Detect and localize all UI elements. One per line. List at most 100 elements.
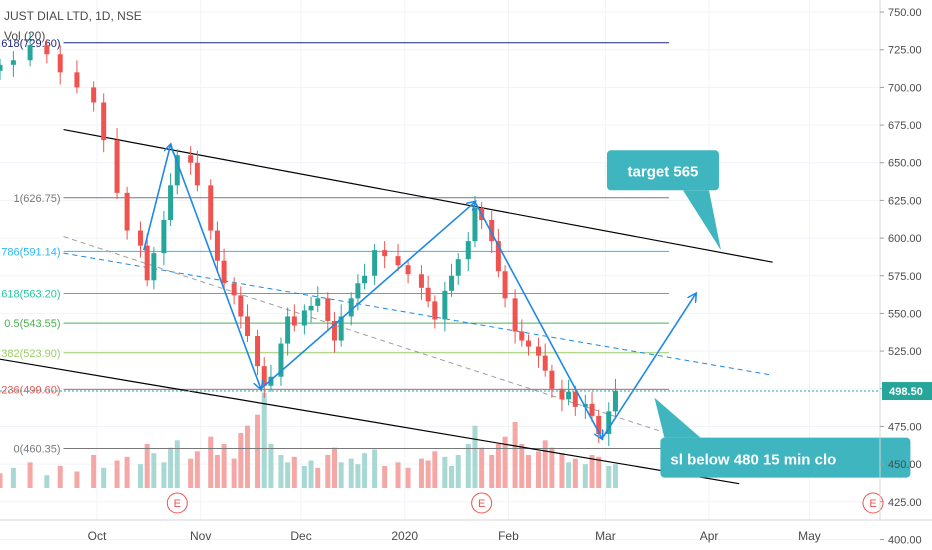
- price-tick-label: 650.00: [888, 158, 922, 170]
- candle-body: [331, 320, 337, 341]
- volume-bar: [188, 458, 194, 488]
- candle-body: [255, 336, 261, 367]
- volume-bar: [549, 447, 555, 488]
- price-tick-label: 750.00: [888, 7, 922, 19]
- candle-body: [596, 415, 602, 434]
- volume-bar: [308, 460, 314, 488]
- fib-label: 0.786(591.14): [0, 246, 61, 258]
- volume-bar: [502, 436, 508, 488]
- time-axis-ticks: Oct Nov Dec 2020 Feb Mar Apr May: [88, 529, 821, 543]
- price-tick-label: 725.00: [888, 45, 922, 57]
- candle-body: [465, 241, 471, 260]
- candle-body: [174, 155, 180, 186]
- price-tick-label: 700.00: [888, 82, 922, 94]
- earnings-marker-label: E: [478, 498, 485, 510]
- drawing-layer: [0, 128, 773, 485]
- candle-body: [0, 64, 3, 71]
- volume-bar: [559, 453, 565, 488]
- price-tick-label: 525.00: [888, 346, 922, 358]
- trend-segment: [260, 202, 475, 390]
- candle-body: [542, 355, 548, 371]
- volume-bar: [27, 462, 33, 488]
- last-price-value: 498.50: [889, 386, 923, 398]
- volume-bar: [455, 455, 461, 488]
- price-tick-label: 675.00: [888, 120, 922, 132]
- time-axis[interactable]: Oct Nov Dec 2020 Feb Mar Apr May: [0, 519, 932, 543]
- candle-body: [612, 391, 618, 412]
- candle-body: [168, 185, 174, 220]
- candle-body: [512, 298, 518, 332]
- target-callout-box: [606, 150, 719, 191]
- candle-body: [124, 192, 130, 231]
- volume-bar: [542, 440, 548, 488]
- volume-bar: [301, 466, 307, 488]
- price-tick-label: 600.00: [888, 233, 922, 245]
- channel-line: [0, 358, 740, 485]
- volume-bar: [221, 444, 227, 488]
- volume-bar: [315, 467, 321, 488]
- volume-bar: [0, 473, 3, 488]
- volume-bar: [405, 467, 411, 488]
- candle-body: [221, 260, 227, 284]
- volume-bar: [372, 449, 378, 488]
- candle-body: [144, 245, 150, 281]
- earnings-marker-label: E: [174, 498, 181, 510]
- volume-bar: [161, 462, 167, 488]
- candle-body: [572, 391, 578, 407]
- time-tick-label: Oct: [88, 529, 107, 543]
- candle-body: [325, 298, 331, 321]
- candle-body: [231, 283, 237, 296]
- volume-bar: [519, 444, 525, 488]
- candle-body: [549, 370, 555, 389]
- callout-layer: target 565 sl below 480 15 min clo: [606, 150, 911, 478]
- last-price-tag: 498.50: [0, 382, 932, 401]
- price-tick-label: 425.00: [888, 497, 922, 509]
- candle-body: [489, 220, 495, 242]
- candle-body: [27, 45, 33, 61]
- candle-body: [137, 230, 143, 246]
- volume-bar: [255, 414, 261, 488]
- candle-body: [495, 241, 501, 272]
- candle-body: [418, 274, 424, 288]
- volume-bar: [114, 460, 120, 488]
- candle-body: [268, 376, 274, 386]
- volume-bar: [74, 471, 80, 488]
- time-tick-label: 2020: [391, 529, 418, 543]
- volume-bar: [566, 462, 572, 488]
- candle-body: [10, 60, 16, 65]
- volume-bar: [208, 436, 214, 488]
- volume-bar: [331, 447, 337, 488]
- earnings-marker: [471, 492, 493, 514]
- candle-body: [589, 403, 595, 416]
- volume-bar: [572, 458, 578, 488]
- volume-bar: [325, 455, 331, 488]
- candle-body: [101, 102, 107, 141]
- candle-body: [114, 140, 120, 193]
- candle-body: [449, 275, 455, 291]
- candle-body: [151, 253, 157, 281]
- volume-bar: [278, 455, 284, 488]
- candle-body: [338, 316, 344, 341]
- legend: JUST DIAL LTD, 1D, NSE Vol (20): [4, 9, 142, 43]
- volume-bar: [589, 455, 595, 488]
- candle-body: [455, 259, 461, 276]
- volume-bar: [231, 458, 237, 488]
- volume-bar: [495, 444, 501, 488]
- candle-body: [44, 45, 50, 55]
- fib-label: 0.5(543.55): [4, 318, 60, 330]
- candle-body: [362, 275, 368, 284]
- trend-layer: [143, 144, 696, 439]
- volume-bar: [10, 467, 16, 488]
- time-tick-label: Dec: [290, 529, 311, 543]
- candle-body: [432, 301, 438, 320]
- candle-body: [425, 287, 431, 302]
- fib-label: 0.382(523.90): [0, 348, 61, 360]
- trend-segment: [169, 144, 261, 389]
- candle-body: [582, 403, 588, 407]
- candle-body: [285, 316, 291, 344]
- sl-callout-text: sl below 480 15 min clo: [670, 452, 836, 469]
- volume-bar: [124, 456, 130, 488]
- volume-bar: [245, 425, 251, 488]
